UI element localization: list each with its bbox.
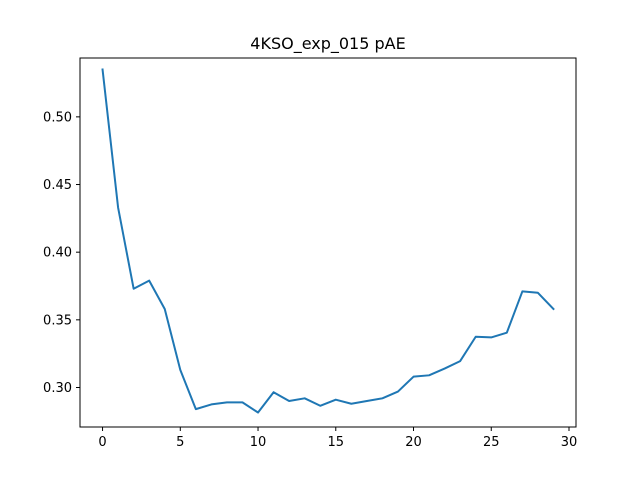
x-tick-label: 30	[561, 435, 578, 450]
x-tick-label: 25	[483, 435, 500, 450]
plot-data-layer	[101, 68, 555, 414]
x-axis: 0 5 10 15 20 25 30	[98, 427, 577, 450]
y-tick-label: 0.40	[43, 246, 72, 261]
x-tick-label: 0	[98, 435, 106, 450]
x-tick-label: 5	[176, 435, 184, 450]
y-tick-label: 0.30	[43, 381, 72, 396]
y-tick-label: 0.45	[43, 178, 72, 193]
x-tick-label: 20	[405, 435, 422, 450]
y-tick-label: 0.35	[43, 313, 72, 328]
chart-title: 4KSO_exp_015 pAE	[250, 34, 405, 54]
x-tick-label: 10	[250, 435, 267, 450]
plot-frame	[79, 57, 577, 428]
x-tick-label: 15	[328, 435, 345, 450]
y-tick-label: 0.50	[43, 110, 72, 125]
y-axis: 0.30 0.35 0.40 0.45 0.50	[43, 110, 80, 396]
series-line	[101, 68, 555, 414]
